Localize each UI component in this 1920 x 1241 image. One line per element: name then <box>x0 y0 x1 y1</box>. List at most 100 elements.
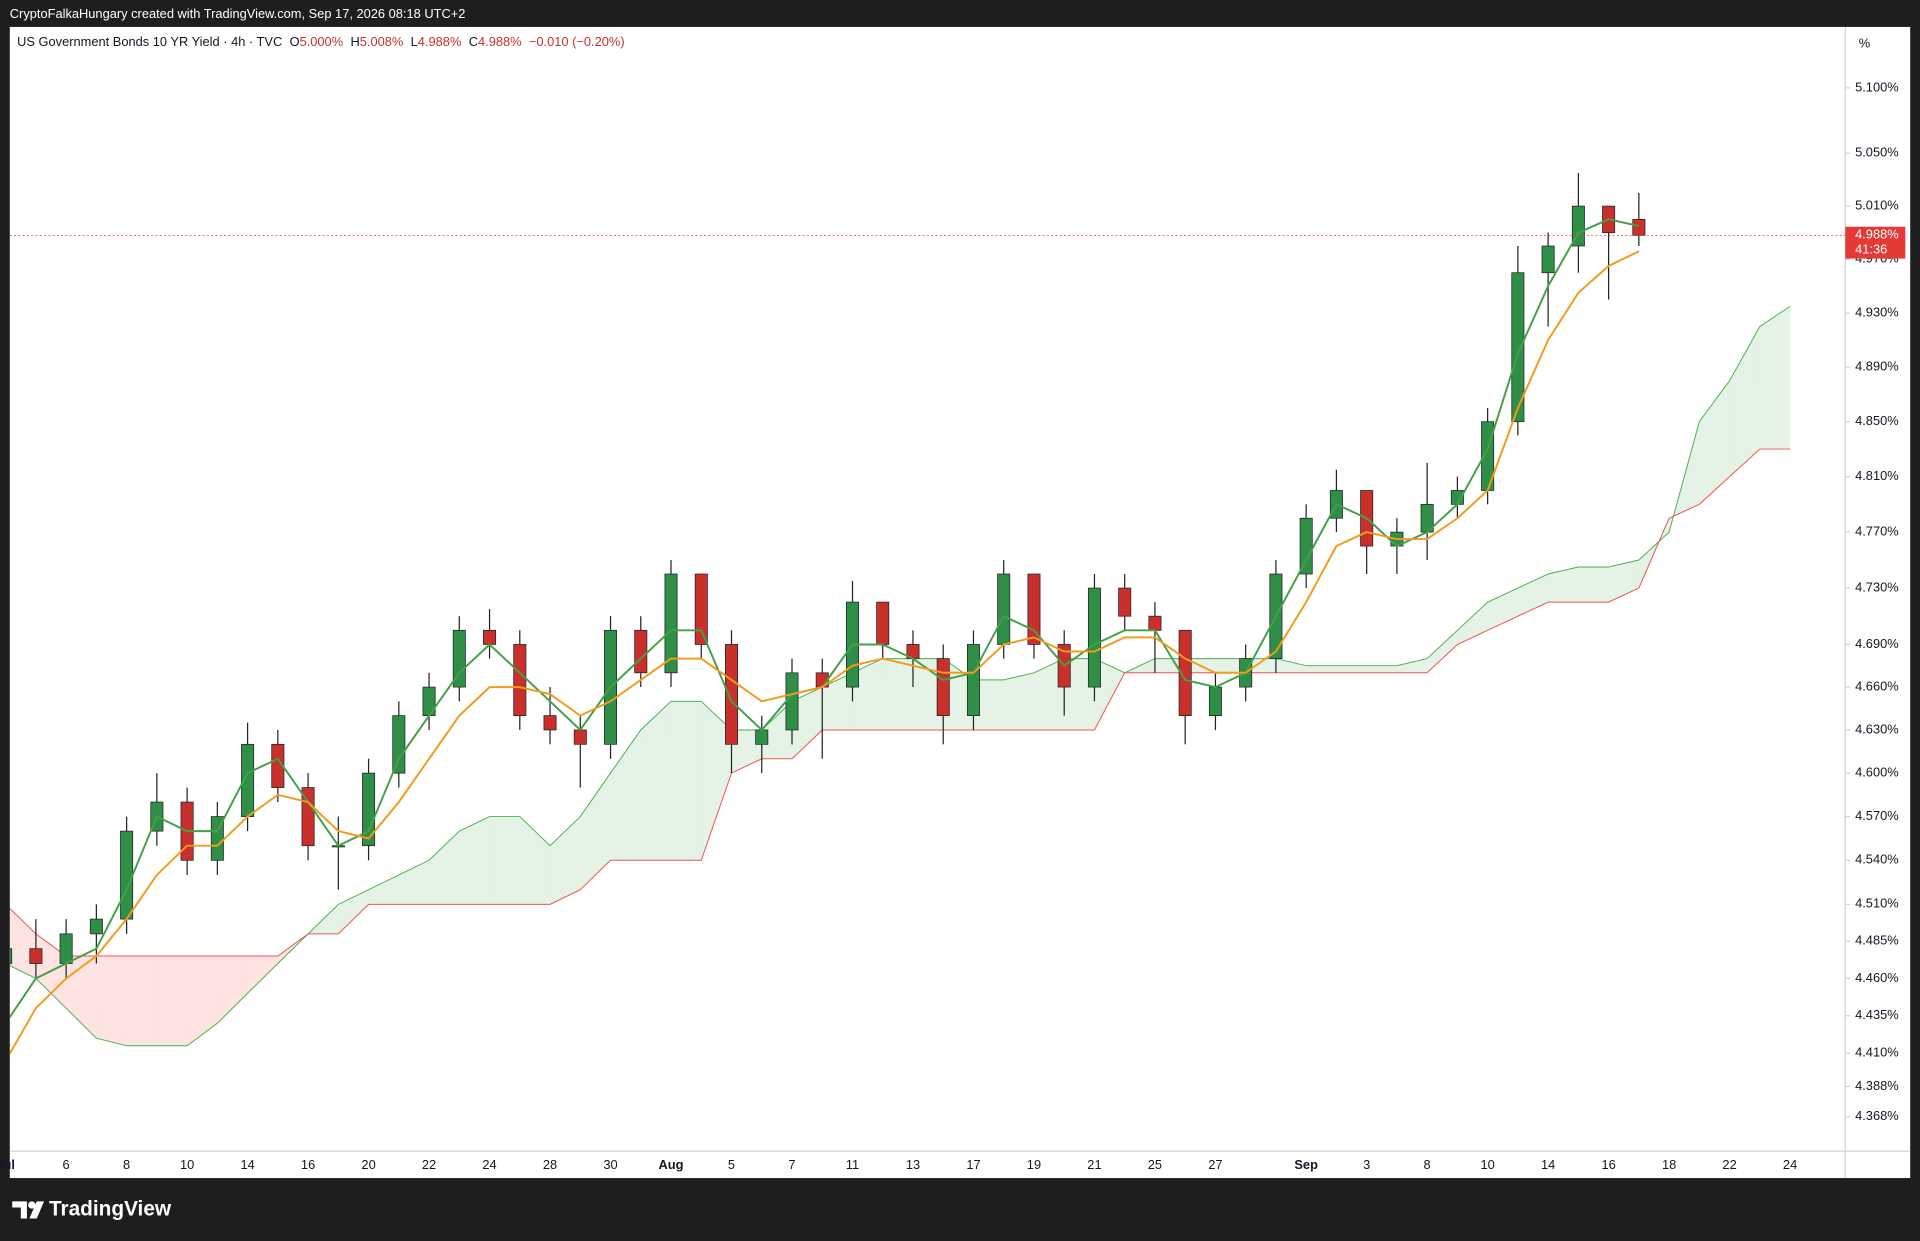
legend-item: 5.000% <box>300 34 344 49</box>
candle-body <box>936 658 950 716</box>
y-tick-label: 5.050% <box>1855 145 1899 160</box>
legend-item: US Government Bonds 10 YR Yield · 4h · T… <box>17 34 282 49</box>
x-tick-label: 8 <box>1424 1157 1431 1172</box>
y-tick-label: 4.730% <box>1855 579 1899 594</box>
cloud-fill <box>943 658 974 730</box>
brand: TradingView <box>49 1197 172 1220</box>
legend-item: O <box>290 34 300 49</box>
y-tick-label: 4.570% <box>1855 808 1899 823</box>
plot-area <box>9 173 1846 1056</box>
x-tick-label: Aug <box>659 1157 684 1172</box>
cloud-fill <box>792 687 823 759</box>
x-tick-label: 14 <box>240 1157 254 1172</box>
cloud-fill <box>429 831 460 905</box>
y-tick-label: 4.850% <box>1855 413 1899 428</box>
y-tick-label: 4.890% <box>1855 359 1899 374</box>
cloud-fill <box>1366 665 1397 673</box>
chart-panel <box>9 26 1911 1179</box>
candle-body <box>664 573 678 674</box>
countdown: 41:36 <box>1855 241 1887 256</box>
cloud-fill <box>247 956 278 994</box>
x-tick-label: 30 <box>603 1157 617 1172</box>
x-tick-label: 6 <box>63 1157 70 1172</box>
x-tick-label: 8 <box>123 1157 130 1172</box>
cloud-fill <box>1729 326 1760 477</box>
candle-body <box>755 729 769 745</box>
candle-body <box>483 629 497 645</box>
cloud-fill <box>1457 602 1488 645</box>
y-tick-label: 4.510% <box>1855 896 1899 911</box>
cloud-fill <box>701 701 732 861</box>
y-tick-label: 4.690% <box>1855 636 1899 651</box>
candle-body <box>89 918 103 935</box>
candle-body <box>1571 205 1585 247</box>
cloud-fill <box>96 956 127 1046</box>
x-tick-label: 24 <box>482 1157 496 1172</box>
footer-logo: TradingView <box>12 1197 172 1220</box>
y-tick-label: 4.540% <box>1855 852 1899 867</box>
cloud-fill <box>156 956 188 1046</box>
y-tick-label: 4.600% <box>1855 765 1899 780</box>
cloud-fill <box>671 701 702 861</box>
candle-body <box>1148 615 1162 631</box>
legend: US Government Bonds 10 YR Yield · 4h · T… <box>17 34 624 49</box>
candle-body <box>1178 629 1192 716</box>
x-tick-label: 13 <box>906 1157 920 1172</box>
y-tick-label: 4.630% <box>1855 721 1899 736</box>
cloud-fill <box>9 908 36 979</box>
candle-body <box>694 573 708 645</box>
candle-body <box>876 601 890 645</box>
x-tick-label: 22 <box>1722 1157 1736 1172</box>
cloud-fill <box>1245 658 1276 673</box>
cloud-fill <box>882 658 913 730</box>
legend-item: −0.010 (−0.20%) <box>529 34 625 49</box>
candle-body <box>59 933 73 964</box>
candle-body <box>1027 573 1041 645</box>
cloud-fill <box>1215 658 1246 673</box>
cloud-fill <box>580 773 611 890</box>
axes: 5.100%5.050%5.010%4.970%4.930%4.890%4.85… <box>0 79 1906 1172</box>
candle-body <box>966 644 980 716</box>
last-price-box <box>1845 226 1906 259</box>
cloud-fill <box>126 956 157 1046</box>
y-tick-label: 4.930% <box>1855 304 1899 319</box>
x-tick-label: 10 <box>1480 1157 1494 1172</box>
y-tick-label: 4.368% <box>1855 1108 1899 1123</box>
candle-body <box>120 830 134 920</box>
x-tick-label: 21 <box>1087 1157 1101 1172</box>
cloud-fill <box>761 701 792 759</box>
cloud-fill <box>731 729 762 774</box>
candle-body <box>573 729 587 745</box>
x-tick-label: 25 <box>1148 1157 1162 1172</box>
candle-body <box>1087 587 1101 688</box>
x-tick-label: 10 <box>180 1157 194 1172</box>
x-tick-label: 14 <box>1541 1157 1555 1172</box>
candle-body <box>452 629 466 688</box>
cloud-fill <box>1275 658 1307 673</box>
y-tick-label: 4.770% <box>1855 524 1899 539</box>
cloud-span-b <box>9 448 1791 957</box>
x-tick-label: Sep <box>1294 1157 1318 1172</box>
cloud-fill <box>1578 567 1609 603</box>
y-tick-label: 5.010% <box>1855 197 1899 212</box>
cloud-fill <box>1336 665 1367 673</box>
x-tick-label: 5 <box>728 1157 735 1172</box>
cloud-span-a <box>9 305 1791 1047</box>
y-tick-label: 4.460% <box>1855 970 1899 985</box>
legend-item: H <box>350 34 359 49</box>
candle-body <box>1541 245 1555 274</box>
cloud-fill <box>1033 658 1065 730</box>
candle-body <box>1511 272 1525 423</box>
candle-body <box>29 948 43 964</box>
cloud-fill <box>640 701 672 861</box>
candle-body <box>543 715 557 731</box>
cloud-fill <box>459 816 490 905</box>
cloud-fill <box>1396 658 1428 673</box>
candle-body <box>392 715 406 774</box>
candle-body <box>1208 686 1222 716</box>
candle-body <box>513 644 527 716</box>
cloud-fill <box>1759 306 1791 450</box>
candle-body <box>1299 517 1313 575</box>
top-bar-text: CryptoFalkaHungary created with TradingV… <box>10 6 466 21</box>
